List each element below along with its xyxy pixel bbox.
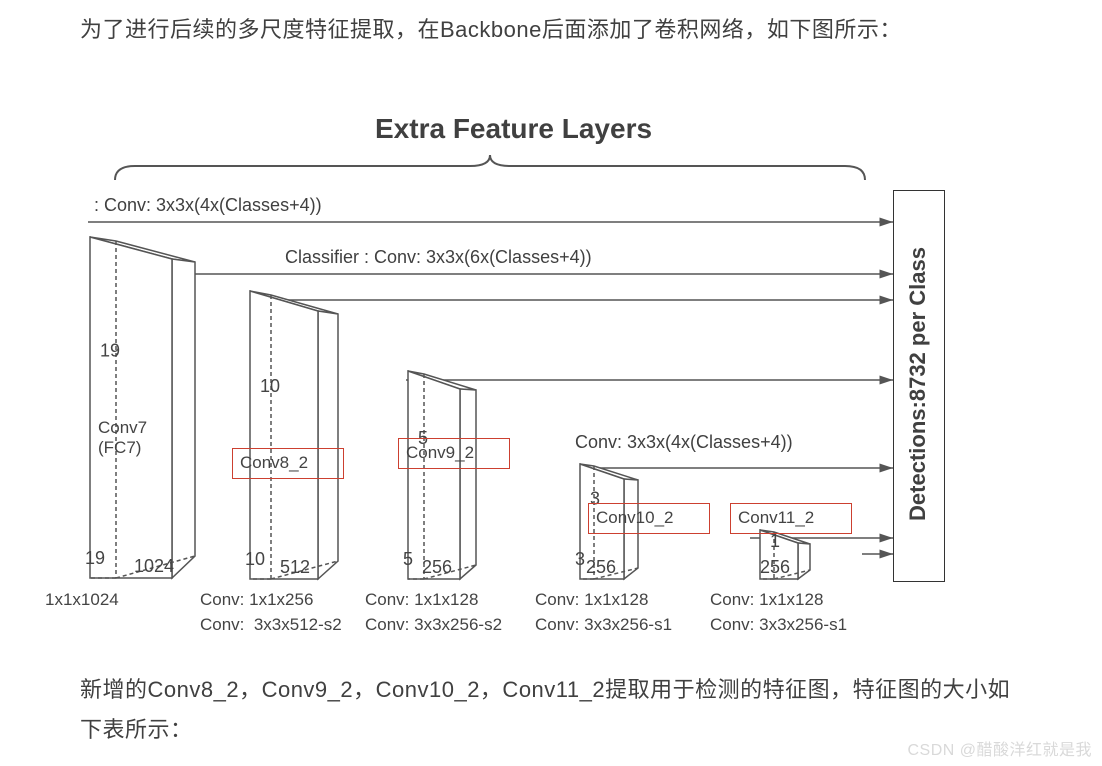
detections-label: Detections:8732 per Class	[905, 234, 931, 534]
svg-text:256: 256	[586, 557, 616, 577]
layer-label-conv7: Conv7(FC7)	[98, 418, 147, 459]
svg-text:19: 19	[100, 340, 120, 360]
svg-text:10: 10	[260, 376, 280, 396]
svg-text:512: 512	[280, 557, 310, 577]
layer-caption-conv10_2: Conv: 1x1x128Conv: 3x3x256-s1	[535, 588, 725, 637]
layer-caption-conv11_2: Conv: 1x1x128Conv: 3x3x256-s1	[710, 588, 900, 637]
svg-text:1024: 1024	[134, 556, 174, 576]
layer-caption-conv8_2: Conv: 1x1x256Conv: 3x3x512-s2	[200, 588, 390, 637]
layer-label-conv9_2: Conv9_2	[406, 443, 474, 463]
svg-text:1: 1	[770, 531, 780, 551]
layer-caption-conv9_2: Conv: 1x1x128Conv: 3x3x256-s2	[365, 588, 555, 637]
svg-text:3: 3	[575, 549, 585, 569]
outro-paragraph: 新增的Conv8_2，Conv9_2，Conv10_2，Conv11_2提取用于…	[80, 670, 1020, 749]
svg-text:256: 256	[760, 557, 790, 577]
svg-text:19: 19	[85, 548, 105, 568]
watermark: CSDN @醋酸洋红就是我	[907, 736, 1092, 760]
svg-text:5: 5	[403, 549, 413, 569]
layer-label-conv10_2: Conv10_2	[596, 508, 674, 528]
svg-text:256: 256	[422, 557, 452, 577]
layer-label-conv11_2: Conv11_2	[738, 508, 814, 528]
layer-label-conv8_2: Conv8_2	[240, 453, 308, 473]
svg-text:10: 10	[245, 549, 265, 569]
